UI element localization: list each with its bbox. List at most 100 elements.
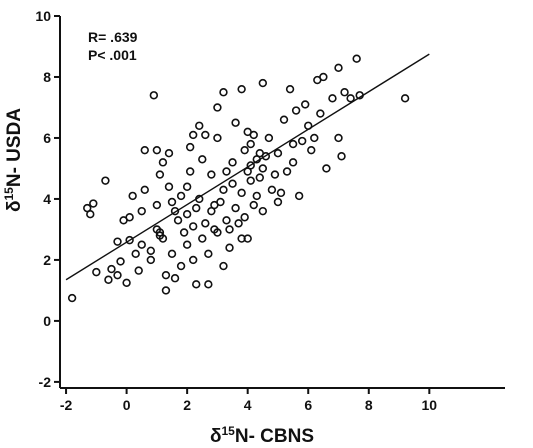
- x-tick-label-1: 0: [123, 397, 131, 413]
- data-point-94: [261, 152, 271, 161]
- data-point-126: [237, 84, 246, 94]
- data-point-37: [170, 274, 180, 283]
- data-point-28: [155, 170, 165, 179]
- data-point-131: [288, 139, 298, 149]
- data-point-60: [207, 170, 216, 179]
- data-point-68: [219, 261, 228, 271]
- data-point-40: [176, 191, 186, 201]
- x-tick-label-5: 8: [365, 397, 373, 413]
- axes: [59, 16, 505, 389]
- y-axis-title-prefix: δ: [4, 201, 25, 213]
- data-point-23: [149, 91, 159, 100]
- data-point-130: [246, 161, 255, 170]
- x-axis-title-prefix: δ: [210, 426, 222, 447]
- x-axis-title-main: N- CBNS: [235, 426, 314, 447]
- points-group: [67, 54, 410, 303]
- data-point-79: [240, 145, 249, 155]
- data-point-38: [170, 206, 180, 216]
- y-tick-label-6: 10: [35, 8, 51, 24]
- x-axis-title-sup: 15: [222, 424, 236, 438]
- data-point-114: [322, 164, 331, 173]
- data-point-73: [228, 179, 237, 188]
- data-point-21: [146, 255, 156, 265]
- data-point-123: [400, 94, 410, 103]
- y-tick-label-1: 0: [43, 313, 51, 329]
- x-tick-label-0: -2: [60, 397, 73, 413]
- data-point-15: [131, 249, 140, 259]
- data-point-42: [179, 228, 189, 237]
- data-point-32: [161, 286, 171, 295]
- data-point-80: [240, 213, 249, 222]
- y-tick-label-0: -2: [39, 374, 52, 390]
- data-point-63: [213, 133, 222, 143]
- data-point-100: [276, 188, 286, 198]
- data-point-36: [167, 249, 177, 259]
- data-point-13: [125, 235, 134, 245]
- data-point-3: [89, 199, 98, 208]
- data-point-5: [101, 176, 110, 185]
- data-point-48: [188, 222, 198, 231]
- data-point-122: [355, 91, 364, 100]
- data-point-106: [294, 191, 304, 201]
- y-axis-title-sup: 15: [2, 187, 16, 201]
- y-tick-label-3: 4: [43, 191, 51, 207]
- data-point-26: [152, 200, 162, 210]
- data-point-50: [192, 280, 201, 289]
- data-point-78: [237, 188, 246, 198]
- x-axis-title: δ15N- CBNS: [210, 424, 314, 447]
- data-point-16: [134, 266, 143, 275]
- x-tick-label-2: 2: [183, 397, 191, 413]
- data-point-12: [122, 278, 131, 288]
- data-point-35: [167, 197, 177, 207]
- data-point-109: [304, 121, 313, 130]
- data-point-54: [198, 234, 207, 243]
- data-point-6: [104, 275, 113, 284]
- data-point-33: [164, 182, 174, 191]
- data-point-17: [137, 206, 146, 216]
- data-point-83: [243, 234, 252, 243]
- data-point-7: [107, 264, 116, 274]
- data-point-56: [201, 130, 210, 140]
- data-point-97: [270, 170, 280, 179]
- data-point-104: [288, 158, 298, 167]
- data-point-65: [213, 103, 222, 112]
- data-point-87: [249, 130, 258, 140]
- data-point-120: [346, 94, 355, 103]
- data-point-22: [146, 246, 156, 255]
- data-point-124: [219, 88, 228, 97]
- y-tick-label-2: 2: [43, 252, 51, 268]
- data-point-74: [231, 203, 240, 213]
- data-point-20: [140, 145, 149, 155]
- x-tick-label-4: 6: [304, 397, 312, 413]
- data-point-105: [291, 106, 301, 115]
- y-axis-title: δ15N- USDA: [2, 108, 25, 212]
- data-point-84: [246, 176, 255, 185]
- data-point-59: [204, 249, 213, 259]
- annotation-p: P< .001: [88, 47, 137, 63]
- data-point-0: [67, 293, 77, 303]
- data-point-101: [279, 115, 289, 124]
- data-point-43: [182, 182, 192, 191]
- data-point-34: [164, 149, 174, 158]
- data-point-128: [210, 200, 219, 210]
- data-point-134: [310, 133, 319, 143]
- data-point-14: [125, 213, 134, 222]
- data-point-44: [182, 209, 192, 219]
- data-point-93: [258, 206, 268, 216]
- data-point-24: [152, 145, 162, 155]
- data-point-4: [92, 267, 101, 277]
- data-point-85: [246, 139, 255, 149]
- data-point-51: [192, 203, 201, 213]
- data-point-18: [137, 240, 146, 249]
- data-point-70: [225, 225, 234, 234]
- data-point-96: [267, 185, 277, 195]
- data-point-57: [201, 219, 210, 228]
- data-point-69: [222, 216, 231, 225]
- data-point-89: [252, 191, 261, 201]
- data-point-127: [155, 228, 165, 237]
- data-point-118: [337, 152, 346, 161]
- data-point-115: [328, 94, 337, 103]
- data-point-58: [204, 280, 213, 289]
- x-tick-label-6: 10: [422, 397, 438, 413]
